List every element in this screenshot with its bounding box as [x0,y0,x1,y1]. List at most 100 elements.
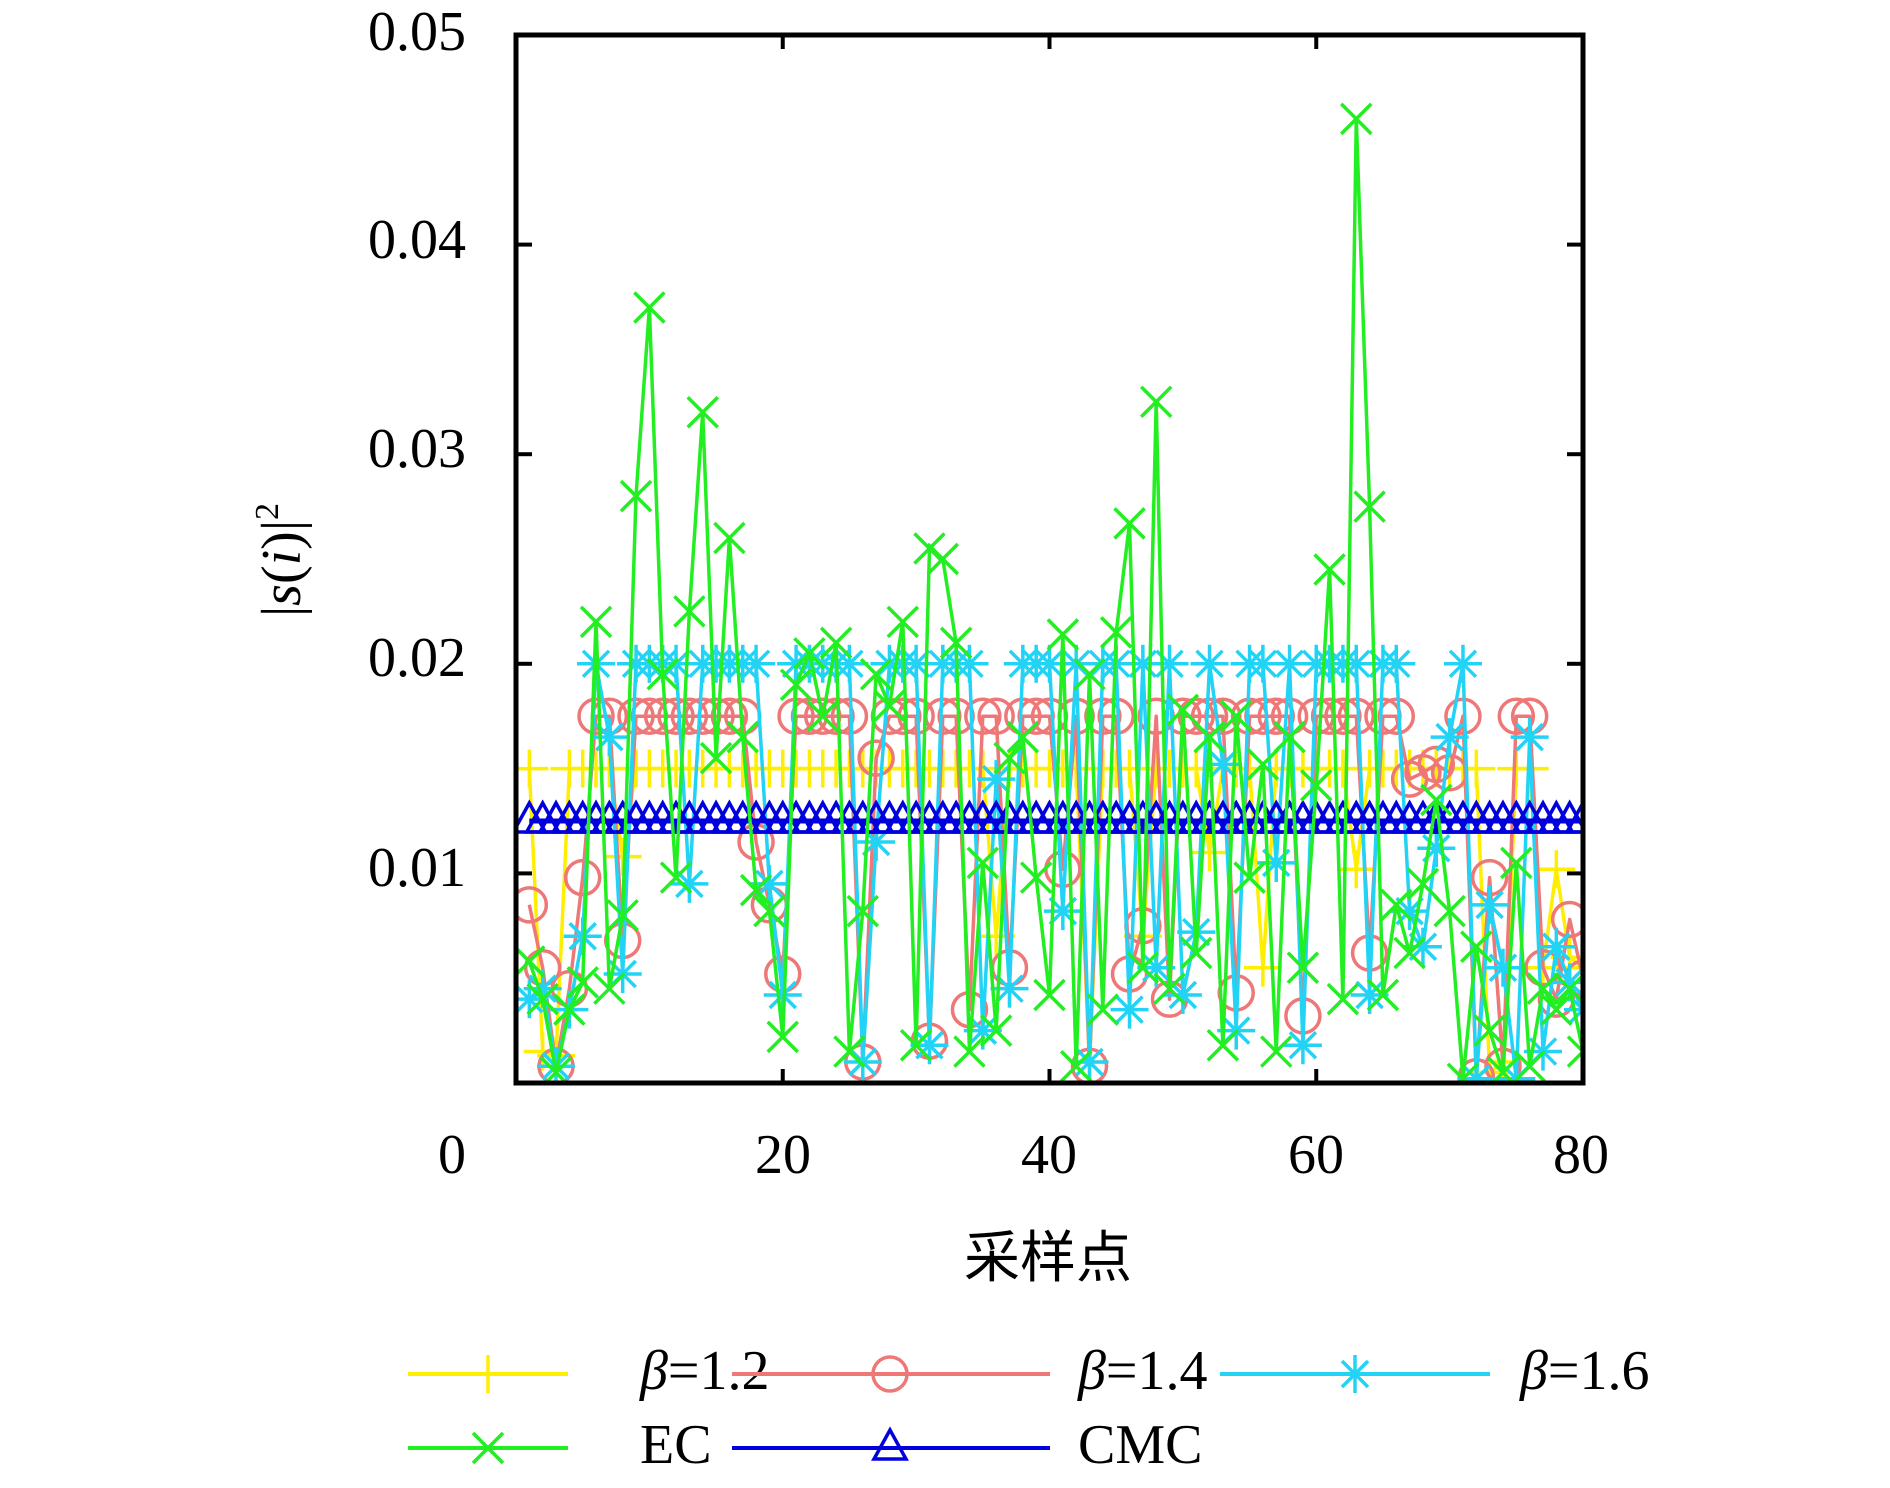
data-point-star-icon [1190,644,1229,683]
data-point-cross-icon [966,846,1000,880]
legend-item-cmc: CMC [732,1414,1203,1476]
data-point-cross-icon [1566,1035,1583,1068]
data-point-cross-icon [1260,1035,1293,1068]
legend-star-icon [1336,1355,1374,1393]
data-point-cross-icon [1033,978,1066,1012]
data-point-cross-icon [659,861,693,894]
x-tick-label: 40 [1021,1124,1077,1186]
legend-plus-icon [469,1355,507,1393]
data-point-cross-icon [1300,769,1333,802]
data-point-star-icon [1283,1026,1322,1065]
data-point-cross-icon [1460,930,1493,963]
series-line [527,117,1583,1081]
legend-marker-cross-icon [471,1431,505,1465]
data-point-cross-icon [1446,1062,1480,1083]
legend-marker-circle-icon [871,1355,909,1393]
data-point-circle-icon [964,697,1002,735]
data-point-cross-icon [953,1035,986,1068]
legend-item-beta-1-6: β=1.6 [1220,1340,1649,1402]
data-point-cross-icon [1046,618,1080,651]
y-tick-label: 0.03 [368,418,466,480]
data-point-cross-icon [1513,1049,1546,1083]
data-point-cross-icon [1313,553,1346,586]
data-point-circle-icon [516,886,549,924]
data-point-cross-icon [1473,1014,1506,1047]
y-tick-label: 0.04 [368,209,466,271]
y-tick-label: 0.01 [368,837,466,899]
data-point-cross-icon [1526,972,1560,1005]
data-point-cross-icon [1126,951,1160,984]
series-ec [516,102,1583,1083]
data-point-triangle-icon [1564,799,1583,834]
x-tick-label: 80 [1553,1124,1609,1186]
data-point-cross-icon [1406,867,1440,901]
data-point-circle-icon [1244,697,1282,735]
data-point-cross-icon [1139,385,1173,419]
data-point-cross-icon [1246,748,1280,781]
legend: β=1.2 β=1.4 β=1.6 EC CMC [408,1340,1649,1476]
data-point-cross-icon [566,966,599,999]
legend-label: EC [640,1414,712,1476]
data-point-cross-icon [699,741,733,775]
data-point-cross-icon [606,899,639,932]
data-point-star-icon [1417,829,1456,868]
data-point-circle-icon [577,697,615,735]
legend-circle-icon [871,1355,909,1393]
x-axis-title: 采样点 [964,1226,1132,1291]
data-point-cross-icon [819,626,853,660]
data-point-circle-icon [1257,697,1295,735]
data-point-cross-icon [1086,993,1120,1026]
data-point-cross-icon [806,699,839,733]
data-point-cross-icon [1553,972,1583,1005]
data-point-cross-icon [1153,972,1186,1005]
data-point-cross-icon [579,605,613,639]
data-point-cross-icon [1393,936,1426,970]
data-point-star-icon [843,1043,882,1082]
legend-cross-icon [471,1431,505,1465]
data-point-cross-icon [793,637,826,670]
data-point-circle-icon [817,697,855,735]
data-point-cross-icon [1540,993,1573,1026]
data-point-cross-icon [913,532,946,565]
data-point-cross-icon [1286,951,1320,984]
data-point-cross-icon [993,741,1026,775]
data-point-circle-icon [857,739,895,777]
data-point-plus-icon [1190,833,1229,872]
data-point-cross-icon [1340,102,1373,136]
data-point-star-icon [1043,892,1082,931]
legend-label: CMC [1078,1414,1203,1476]
y-axis-title-i: i [251,550,313,566]
data-point-cross-icon [673,595,706,628]
data-point-star-icon [1537,927,1576,966]
data-point-cross-icon [1326,982,1360,1016]
data-point-plus-icon [1537,850,1576,889]
series-layer [516,102,1583,1083]
data-point-cross-icon [1433,894,1466,928]
data-point-cross-icon [1059,1049,1093,1083]
y-axis-title-s: s [251,584,313,606]
data-point-cross-icon [846,894,880,928]
y-axis-title-paren-close: ) [251,531,313,550]
data-point-cross-icon [633,291,666,324]
data-point-cross-icon [739,873,773,907]
data-point-circle-icon [1177,697,1215,735]
data-point-cross-icon [1420,783,1453,817]
data-point-cross-icon [753,894,786,928]
data-point-star-icon [1483,948,1522,987]
legend-marker-star-icon [1336,1355,1374,1393]
data-point-cross-icon [1073,658,1106,691]
data-point-circle-icon [657,697,695,735]
legend-marker-triangle-icon [871,1426,909,1461]
data-point-cross-icon [1019,861,1053,894]
data-point-cross-icon [1179,936,1213,970]
data-point-cross-icon [686,396,719,429]
y-axis-title: |s(i)|2 [249,503,313,617]
data-point-cross-icon [1366,978,1400,1012]
data-point-plus-icon [1243,948,1282,987]
data-point-cross-icon [1273,720,1306,754]
data-point-cross-icon [1099,616,1133,649]
data-point-circle-icon [710,697,749,735]
data-point-circle-icon [563,858,602,897]
legend-label: β=1.4 [1077,1340,1207,1402]
